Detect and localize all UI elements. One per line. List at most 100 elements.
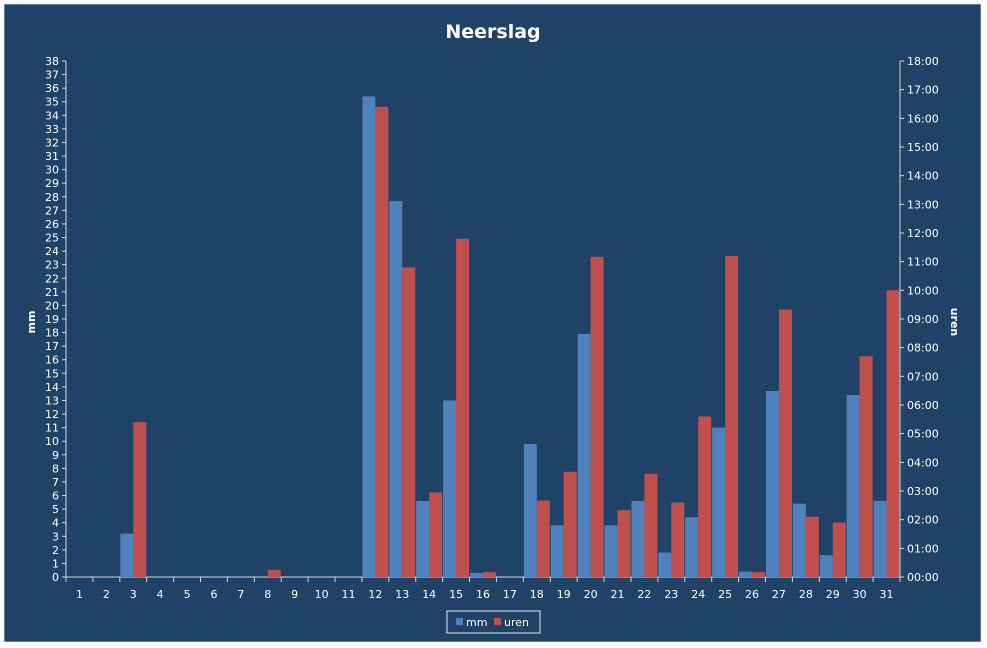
x-tick-label: 19 bbox=[557, 588, 571, 601]
legend-box bbox=[446, 610, 541, 634]
y-right-tick-label: 03:00 bbox=[907, 485, 939, 498]
y-left-tick-label: 32 bbox=[45, 136, 59, 149]
bar-mm bbox=[416, 500, 430, 577]
y-left-tick-label: 35 bbox=[45, 96, 59, 109]
bar-mm bbox=[550, 525, 564, 577]
y-left-tick-label: 37 bbox=[45, 69, 59, 82]
legend-label-uren: uren bbox=[504, 616, 529, 629]
x-tick-label: 16 bbox=[476, 588, 490, 601]
x-tick-label: 2 bbox=[103, 588, 110, 601]
y-left-tick-label: 5 bbox=[52, 503, 59, 516]
bar-uren bbox=[563, 471, 577, 577]
y-left-tick-label: 12 bbox=[45, 408, 59, 421]
x-tick-label: 26 bbox=[745, 588, 759, 601]
bar-uren bbox=[483, 572, 496, 577]
bar-uren bbox=[402, 267, 416, 577]
y-left-tick-label: 16 bbox=[45, 354, 59, 367]
y-left-tick-label: 27 bbox=[45, 204, 59, 217]
y-right-tick-label: 05:00 bbox=[907, 428, 939, 441]
bar-uren bbox=[886, 290, 900, 577]
y-left-tick-label: 23 bbox=[45, 259, 59, 272]
y-left-tick-label: 29 bbox=[45, 177, 59, 190]
y-left-tick-label: 36 bbox=[45, 82, 59, 95]
bar-uren bbox=[617, 510, 631, 577]
x-tick-label: 10 bbox=[315, 588, 329, 601]
bar-mm bbox=[873, 500, 887, 577]
y-left-tick-label: 38 bbox=[45, 55, 59, 68]
bar-uren bbox=[429, 492, 443, 577]
y-left-tick-label: 4 bbox=[52, 517, 59, 530]
bar-uren bbox=[133, 422, 147, 577]
bar-uren bbox=[698, 416, 712, 577]
x-tick-label: 11 bbox=[341, 588, 355, 601]
y-right-tick-label: 16:00 bbox=[907, 112, 939, 125]
bar-mm bbox=[389, 200, 403, 577]
bar-mm bbox=[712, 427, 726, 577]
y-left-tick-label: 1 bbox=[52, 557, 59, 570]
x-tick-label: 9 bbox=[291, 588, 298, 601]
y-left-tick-label: 2 bbox=[52, 544, 59, 557]
x-tick-label: 4 bbox=[157, 588, 164, 601]
bar-mm bbox=[577, 333, 591, 577]
y-left-tick-label: 17 bbox=[45, 340, 59, 353]
x-tick-label: 20 bbox=[584, 588, 598, 601]
precipitation-chart: Neerslag 0123456789101112131415161718192… bbox=[3, 3, 982, 643]
bar-mm bbox=[765, 390, 779, 577]
y-left-tick-label: 22 bbox=[45, 272, 59, 285]
y-left-tick-label: 25 bbox=[45, 232, 59, 245]
bar-mm bbox=[470, 572, 483, 577]
x-tick-label: 23 bbox=[664, 588, 678, 601]
y-left-tick-label: 24 bbox=[45, 245, 59, 258]
y-right-tick-label: 06:00 bbox=[907, 399, 939, 412]
bar-uren bbox=[725, 255, 739, 577]
bar-mm bbox=[819, 555, 833, 577]
bar-uren bbox=[805, 516, 819, 577]
x-tick-label: 13 bbox=[395, 588, 409, 601]
bar-uren bbox=[832, 522, 846, 577]
y-left-tick-label: 8 bbox=[52, 462, 59, 475]
bar-mm bbox=[120, 533, 134, 577]
y-left-tick-label: 21 bbox=[45, 286, 59, 299]
legend: mm uren bbox=[446, 610, 541, 634]
x-tick-label: 30 bbox=[853, 588, 867, 601]
y-left-tick-label: 26 bbox=[45, 218, 59, 231]
y-left-tick-label: 9 bbox=[52, 449, 59, 462]
y-left-tick-label: 28 bbox=[45, 191, 59, 204]
legend-swatch-uren bbox=[494, 618, 501, 625]
y-left-tick-label: 13 bbox=[45, 394, 59, 407]
x-tick-label: 22 bbox=[637, 588, 651, 601]
x-tick-label: 31 bbox=[880, 588, 894, 601]
y-right-tick-label: 14:00 bbox=[907, 170, 939, 183]
y-right-tick-label: 09:00 bbox=[907, 313, 939, 326]
bar-mm bbox=[685, 517, 699, 577]
bar-uren bbox=[752, 572, 766, 577]
y-left-tick-label: 34 bbox=[45, 109, 59, 122]
x-tick-label: 25 bbox=[718, 588, 732, 601]
x-tick-label: 12 bbox=[368, 588, 382, 601]
y-left-tick-label: 0 bbox=[52, 571, 59, 584]
bar-uren bbox=[375, 106, 389, 577]
legend-swatch-mm bbox=[456, 618, 463, 625]
y-left-tick-label: 18 bbox=[45, 327, 59, 340]
bar-uren bbox=[590, 256, 604, 577]
y-left-tick-label: 20 bbox=[45, 299, 59, 312]
y-left-tick-label: 6 bbox=[52, 490, 59, 503]
y-right-tick-label: 10:00 bbox=[907, 284, 939, 297]
x-tick-label: 18 bbox=[530, 588, 544, 601]
bar-mm bbox=[846, 395, 860, 577]
bar-mm bbox=[792, 503, 806, 577]
x-tick-label: 24 bbox=[691, 588, 705, 601]
plot-area: 0123456789101112131415161718192021222324… bbox=[45, 55, 939, 601]
y-left-tick-label: 7 bbox=[52, 476, 59, 489]
y-left-tick-label: 15 bbox=[45, 367, 59, 380]
y-left-tick-label: 30 bbox=[45, 164, 59, 177]
y-left-tick-label: 3 bbox=[52, 530, 59, 543]
y-right-tick-label: 18:00 bbox=[907, 55, 939, 68]
x-tick-label: 3 bbox=[130, 588, 137, 601]
chart-title: Neerslag bbox=[445, 21, 540, 43]
x-tick-label: 21 bbox=[611, 588, 625, 601]
y-right-tick-label: 07:00 bbox=[907, 370, 939, 383]
bar-uren bbox=[859, 356, 873, 577]
bar-mm bbox=[443, 400, 457, 577]
y-right-tick-label: 12:00 bbox=[907, 227, 939, 240]
